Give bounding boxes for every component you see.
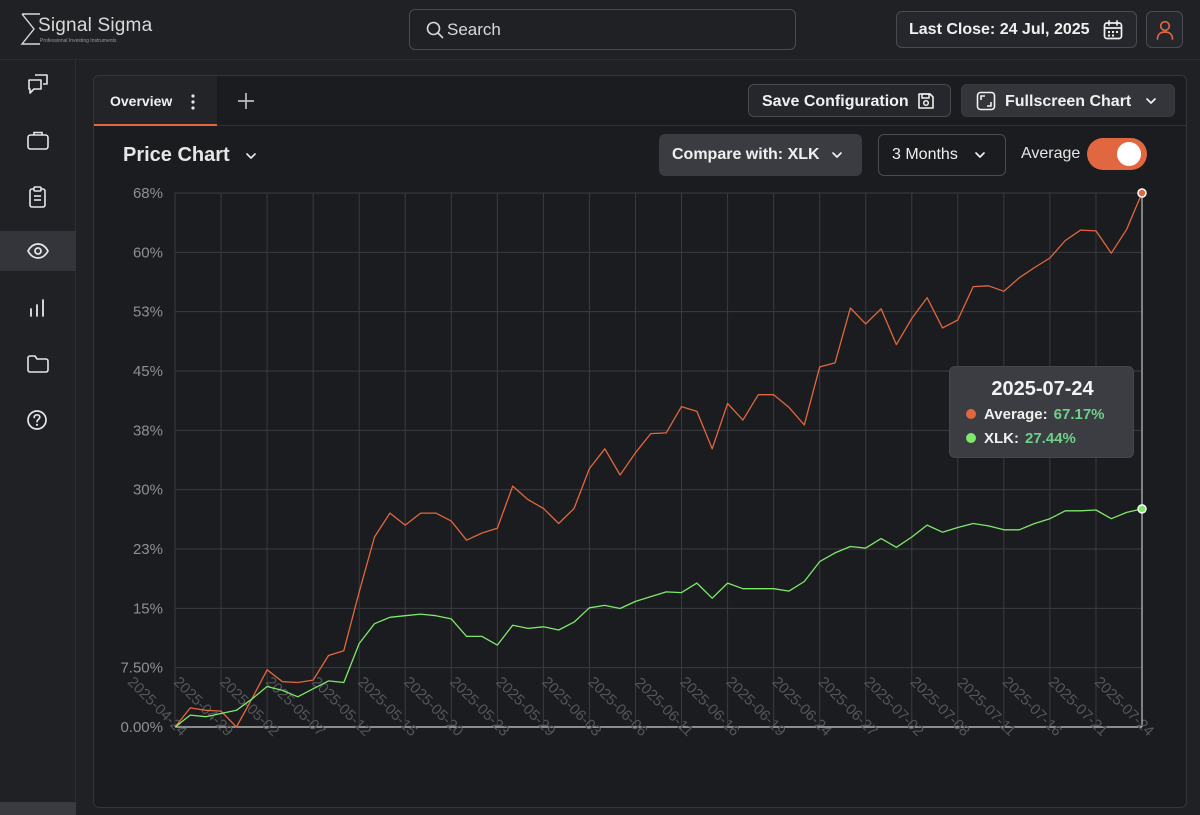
search-icon xyxy=(426,21,444,39)
xlk-legend-dot xyxy=(966,433,976,443)
eye-icon xyxy=(27,243,49,259)
tooltip-xlk-value: 27.44% xyxy=(1025,430,1076,447)
search-box[interactable] xyxy=(409,9,796,50)
average-legend-dot xyxy=(966,409,976,419)
chart-series xyxy=(174,188,1147,728)
y-tick-label: 60% xyxy=(133,244,163,261)
top-bar: Signal Sigma Professional Investing Inst… xyxy=(0,0,1200,60)
tooltip-date: 2025-07-24 xyxy=(991,378,1094,400)
sidebar-item-analytics[interactable] xyxy=(0,288,76,328)
sigma-logo-icon xyxy=(20,13,40,45)
tooltip-row-average: Average: 67.17% xyxy=(966,406,1105,423)
search-input[interactable] xyxy=(447,10,777,49)
y-tick-label: 38% xyxy=(133,422,163,439)
help-icon xyxy=(27,410,47,430)
briefcase-icon xyxy=(27,131,49,150)
y-tick-label: 68% xyxy=(133,185,163,202)
y-tick-label: 23% xyxy=(133,541,163,558)
sidebar-item-files[interactable] xyxy=(0,344,76,384)
more-options-icon[interactable] xyxy=(190,93,196,111)
app-logo[interactable]: Signal Sigma Professional Investing Inst… xyxy=(20,12,170,48)
compare-with-label: Compare with: XLK xyxy=(672,146,820,163)
tooltip-average-value: 67.17% xyxy=(1053,406,1105,423)
calendar-icon xyxy=(1103,20,1123,40)
price-chart[interactable]: 0.00% 7.50% 15% 23% 30% 38% 45% 53% 60% 68% 2025-… xyxy=(94,181,1187,808)
sidebar-item-watchlist[interactable] xyxy=(0,231,76,271)
y-tick-label: 7.50% xyxy=(120,660,163,677)
compare-with-dropdown[interactable]: Compare with: XLK xyxy=(659,134,862,176)
tooltip-row-xlk: XLK: 27.44% xyxy=(966,430,1076,447)
chevron-down-icon xyxy=(832,152,842,158)
x-axis-ticks: 2025-04-242025-04-292025-05-022025-05-07… xyxy=(124,674,1157,740)
logo-name: Signal Sigma xyxy=(38,15,153,36)
tab-bar: Overview Save Configuration F xyxy=(94,76,1186,126)
clipboard-icon xyxy=(29,186,46,208)
save-icon xyxy=(918,93,934,109)
fullscreen-chart-button[interactable]: Fullscreen Chart xyxy=(961,84,1175,117)
average-toggle[interactable] xyxy=(1087,138,1147,170)
chevron-down-icon xyxy=(1146,98,1156,104)
series-line-xlk xyxy=(174,508,1143,728)
chart-tooltip: 2025-07-24 Average: 67.17% XLK: 27.44% xyxy=(949,366,1134,458)
chat-icon xyxy=(28,74,48,94)
last-close-label: Last Close: 24 Jul, 2025 xyxy=(909,21,1090,38)
y-tick-label: 15% xyxy=(133,600,163,617)
user-icon xyxy=(1156,20,1174,40)
time-range-dropdown[interactable]: 3 Months xyxy=(878,134,1006,176)
fullscreen-icon xyxy=(976,91,996,111)
sidebar-item-reports[interactable] xyxy=(0,176,76,216)
chevron-down-icon[interactable] xyxy=(244,149,258,163)
sidebar-item-help[interactable] xyxy=(0,400,76,440)
chart-grid xyxy=(174,192,1143,728)
time-range-label: 3 Months xyxy=(892,146,958,163)
main-panel: Overview Save Configuration F xyxy=(93,75,1187,808)
y-tick-label: 30% xyxy=(133,482,163,499)
tooltip-xlk-label: XLK: xyxy=(984,430,1019,447)
chevron-down-icon xyxy=(975,152,985,158)
chart-title[interactable]: Price Chart xyxy=(123,144,230,166)
folder-icon xyxy=(27,355,49,373)
add-tab-icon[interactable] xyxy=(235,90,257,112)
series-endpoint-average xyxy=(1137,188,1147,198)
save-configuration-label: Save Configuration xyxy=(762,93,909,110)
tab-overview[interactable]: Overview xyxy=(94,76,217,126)
series-endpoint-xlk xyxy=(1137,504,1147,514)
sidebar-item-chat[interactable] xyxy=(0,64,76,104)
tooltip-average-label: Average: xyxy=(984,406,1048,423)
user-profile-button[interactable] xyxy=(1146,11,1183,48)
sidebar-scrollbar[interactable] xyxy=(0,802,76,815)
y-tick-label: 53% xyxy=(133,304,163,321)
save-configuration-button[interactable]: Save Configuration xyxy=(748,84,951,117)
fullscreen-chart-label: Fullscreen Chart xyxy=(1005,93,1132,110)
bar-chart-icon xyxy=(30,299,44,317)
average-toggle-knob xyxy=(1117,142,1141,166)
y-tick-label: 0.00% xyxy=(120,719,163,736)
sidebar xyxy=(0,60,76,815)
y-axis-ticks: 0.00% 7.50% 15% 23% 30% 38% 45% 53% 60% 68% xyxy=(120,185,163,736)
sidebar-item-portfolio[interactable] xyxy=(0,120,76,160)
tab-overview-label: Overview xyxy=(110,93,173,109)
average-toggle-label: Average xyxy=(1021,145,1081,162)
y-tick-label: 45% xyxy=(133,363,163,380)
last-close-date-button[interactable]: Last Close: 24 Jul, 2025 xyxy=(896,11,1137,48)
series-line-average xyxy=(174,192,1143,728)
logo-tagline: Professional Investing Instruments xyxy=(40,38,117,44)
